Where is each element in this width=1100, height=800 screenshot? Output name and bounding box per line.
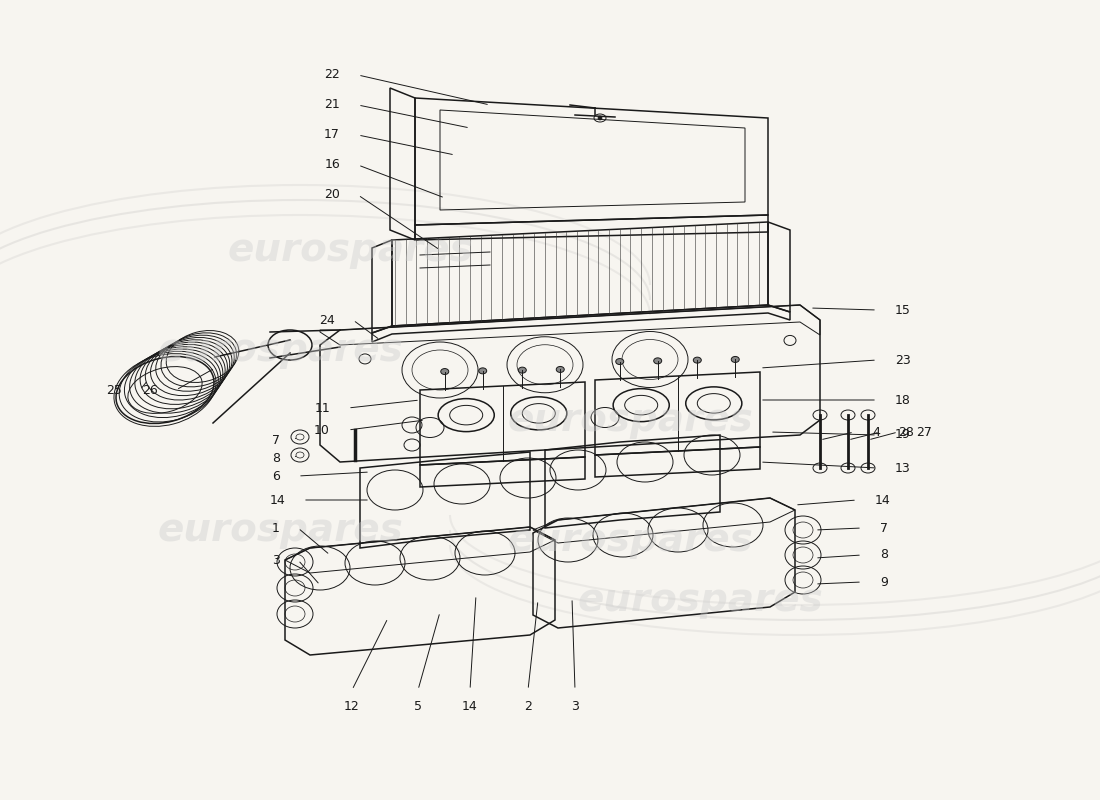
Text: eurospares: eurospares	[507, 521, 752, 559]
Text: 14: 14	[462, 700, 477, 713]
Text: 21: 21	[324, 98, 340, 111]
Text: 1: 1	[272, 522, 280, 534]
Text: 23: 23	[895, 354, 911, 366]
Text: 27: 27	[916, 426, 932, 438]
Text: 28: 28	[898, 426, 914, 438]
Ellipse shape	[598, 116, 602, 120]
Text: eurospares: eurospares	[157, 511, 403, 549]
Text: eurospares: eurospares	[157, 331, 403, 369]
Text: 14: 14	[270, 494, 285, 506]
Text: 24: 24	[319, 314, 336, 326]
Ellipse shape	[518, 367, 526, 373]
Ellipse shape	[653, 358, 662, 364]
Text: 26: 26	[142, 383, 158, 397]
Text: 14: 14	[874, 494, 891, 506]
Text: 25: 25	[106, 383, 122, 397]
Text: eurospares: eurospares	[227, 231, 473, 269]
Text: 5: 5	[414, 700, 422, 713]
Text: 8: 8	[272, 451, 280, 465]
Text: 22: 22	[324, 69, 340, 82]
Text: 2: 2	[524, 700, 532, 713]
Text: 10: 10	[315, 423, 330, 437]
Text: 15: 15	[895, 303, 911, 317]
Text: 17: 17	[324, 129, 340, 142]
Text: 9: 9	[880, 575, 888, 589]
Ellipse shape	[616, 358, 624, 365]
Text: 19: 19	[895, 429, 911, 442]
Text: 11: 11	[315, 402, 330, 414]
Text: 3: 3	[571, 700, 579, 713]
Text: eurospares: eurospares	[507, 401, 752, 439]
Text: 6: 6	[272, 470, 280, 482]
Text: 3: 3	[272, 554, 280, 566]
Text: 4: 4	[872, 426, 880, 438]
Text: 13: 13	[895, 462, 911, 474]
Text: 7: 7	[880, 522, 888, 534]
Ellipse shape	[732, 357, 739, 362]
Text: 12: 12	[344, 700, 360, 713]
Text: 8: 8	[880, 549, 888, 562]
Ellipse shape	[693, 357, 702, 363]
Text: eurospares: eurospares	[578, 581, 823, 619]
Ellipse shape	[441, 369, 449, 374]
Text: 20: 20	[324, 189, 340, 202]
Text: 16: 16	[324, 158, 340, 171]
Text: 18: 18	[895, 394, 911, 406]
Text: 7: 7	[272, 434, 280, 446]
Ellipse shape	[478, 368, 486, 374]
Ellipse shape	[557, 366, 564, 373]
